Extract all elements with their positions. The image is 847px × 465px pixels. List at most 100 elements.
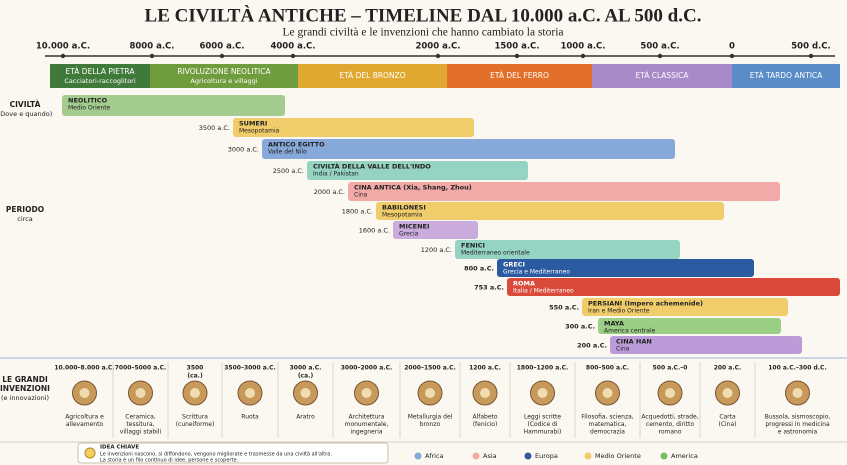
civilization-bar xyxy=(610,336,802,354)
civilization-region: Medio Oriente xyxy=(68,105,111,112)
civilization-bar xyxy=(507,278,840,296)
civilization-bar xyxy=(376,202,724,220)
axis-tick xyxy=(514,53,520,59)
civilization-region: Italia / Mediterraneo xyxy=(513,288,574,295)
era-label: ETÀ TARDO ANTICA xyxy=(750,71,823,80)
invention-caption: Leggi scritte xyxy=(524,414,561,421)
civilization-bar xyxy=(393,221,478,239)
title: LE CIVILTÀ ANTICHE – TIMELINE DAL 10.000… xyxy=(145,4,702,26)
invention-caption: Agricoltura e xyxy=(65,414,104,421)
legend-label: America xyxy=(671,452,698,460)
civilization-name: FENICI xyxy=(461,242,485,250)
axis-tick xyxy=(290,53,296,59)
legend-swatch xyxy=(524,452,532,460)
axis-tick-label: 6000 a.C. xyxy=(199,42,244,52)
section-label: CIVILTÀ xyxy=(10,100,41,109)
civilization-name: ROMA xyxy=(513,280,535,288)
civilization-name: CIVILTÀ DELLA VALLE DELL'INDO xyxy=(313,162,431,171)
axis-tick-label: 500 d.C. xyxy=(791,42,830,52)
civilization-name: PERSIANI (Impero achemenide) xyxy=(588,300,703,308)
civilization-name: ANTICO EGITTO xyxy=(268,141,325,149)
invention-caption: Ruota xyxy=(241,414,259,421)
invention-icon-detail xyxy=(537,388,548,398)
invention-caption: (Codice di xyxy=(527,421,557,428)
invention-date: 1200 a.C. xyxy=(469,365,501,372)
civilization-region: Iran e Medio Oriente xyxy=(588,308,650,315)
invention-date: (ca.) xyxy=(298,373,314,380)
idea-icon xyxy=(84,447,96,459)
axis-tick-label: 2000 a.C. xyxy=(415,42,460,52)
legend-label: Europa xyxy=(535,452,558,460)
section-label: LE GRANDI xyxy=(2,375,48,384)
invention-caption: cemento, diritto xyxy=(646,421,694,428)
civilization-bar xyxy=(262,139,675,159)
civilization-region: Mesopotamia xyxy=(382,212,423,219)
civilization-region: Mediterraneo orientale xyxy=(461,250,530,257)
civilization-start: 1800 a.C. xyxy=(342,208,373,216)
invention-caption: Filosofia, scienza, xyxy=(581,414,633,421)
civilization-name: BABILONESI xyxy=(382,204,426,212)
invention-caption: villaggi stabili xyxy=(120,429,162,436)
invention-date: 10.000–8.000 a.C. xyxy=(54,365,114,372)
section-label: circa xyxy=(17,215,32,223)
era-band xyxy=(150,64,298,88)
axis-tick xyxy=(657,53,663,59)
civilization-name: CINA ANTICA (Xia, Shang, Zhou) xyxy=(354,184,472,192)
invention-icon-detail xyxy=(425,388,435,398)
civilization-start: 2000 a.C. xyxy=(314,188,345,196)
era-sub: Cacciatori-raccoglitori xyxy=(64,77,136,85)
invention-icon-detail xyxy=(300,388,311,398)
invention-caption: Aratro xyxy=(296,414,315,421)
legend-label: Asia xyxy=(483,452,497,460)
idea-box xyxy=(77,442,389,464)
invention-caption: Bussola, sismoscopio, xyxy=(765,414,831,421)
axis-tick-label: 0 xyxy=(729,42,735,52)
legend-swatch xyxy=(472,452,480,460)
invention-date: 1800–1200 a.C. xyxy=(517,365,569,372)
invention-caption: bronzo xyxy=(420,421,441,428)
civilization-start: 3500 a.C. xyxy=(199,124,230,132)
era-sub: Agricoltura e villaggi xyxy=(190,77,257,85)
civilization-bar xyxy=(348,182,780,201)
axis-tick xyxy=(219,53,225,59)
civilization-bar xyxy=(233,118,474,137)
civilization-name: MICENEI xyxy=(399,223,429,231)
legend-swatch xyxy=(414,452,422,460)
civilization-start: 1200 a.C. xyxy=(421,246,452,254)
civilization-start: 800 a.C. xyxy=(464,265,494,273)
civilization-region: Cina xyxy=(354,192,368,199)
axis-tick-label: 500 a.C. xyxy=(640,42,679,52)
invention-caption: e astronomia xyxy=(778,429,818,436)
era-label: ETÀ DEL FERRO xyxy=(490,71,549,80)
invention-date: 3500 xyxy=(187,365,204,372)
civilization-start: 300 a.C. xyxy=(565,323,595,331)
invention-caption: (fenicio) xyxy=(473,421,498,428)
invention-caption: Metallurgia del xyxy=(408,414,453,421)
axis-tick xyxy=(808,53,814,59)
axis-tick-label: 10.000 a.C. xyxy=(36,42,90,52)
axis-tick xyxy=(435,53,441,59)
civilization-start: 1600 a.C. xyxy=(359,227,390,235)
civilization-start: 200 a.C. xyxy=(577,342,607,350)
civilization-start: 2500 a.C. xyxy=(273,167,304,175)
subtitle: Le grandi civiltà e le invenzioni che ha… xyxy=(282,27,563,39)
era-label: ETÀ CLASSICA xyxy=(635,71,689,80)
invention-caption: Acquedotti, strade, xyxy=(641,414,698,421)
era-band xyxy=(592,64,732,88)
legend-label: Medio Oriente xyxy=(595,452,641,460)
invention-caption: allevamento xyxy=(66,421,104,428)
invention-date: 3000–2000 a.C. xyxy=(341,365,393,372)
invention-date: 200 a.C. xyxy=(714,365,742,372)
section-label: (Dove e quando) xyxy=(0,110,52,118)
civilization-name: NEOLITICO xyxy=(68,97,108,105)
invention-icon-detail xyxy=(480,388,490,398)
era-band xyxy=(447,64,592,88)
invention-date: 7000–5000 a.C. xyxy=(115,365,167,372)
invention-icon-detail xyxy=(722,388,733,398)
invention-caption: matematica, xyxy=(589,421,627,428)
civilization-name: MAYA xyxy=(604,320,624,328)
invention-caption: democrazia xyxy=(590,429,625,436)
invention-caption: progressi in medicina xyxy=(765,421,830,428)
invention-caption: Architettura xyxy=(349,414,385,421)
